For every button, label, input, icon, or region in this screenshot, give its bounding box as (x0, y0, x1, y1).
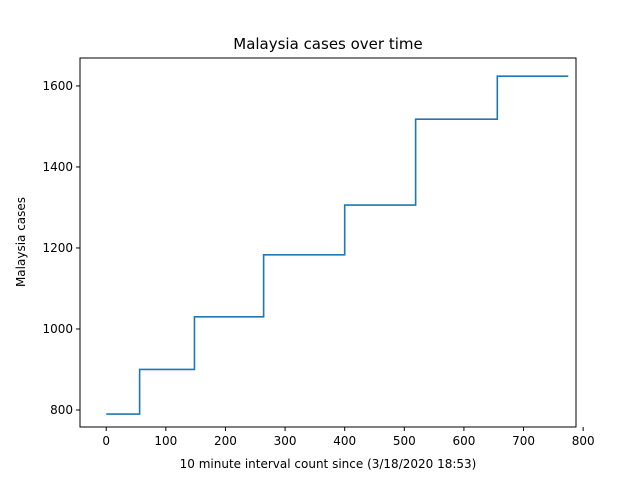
y-axis: 800 1000 1200 1400 1600 (42, 79, 80, 417)
x-tick-label: 400 (333, 434, 356, 448)
y-tick-label: 1400 (42, 160, 73, 174)
y-tick-label: 1600 (42, 79, 73, 93)
x-axis: 0 100 200 300 400 500 600 700 800 (102, 427, 595, 448)
x-tick-label: 700 (512, 434, 535, 448)
y-axis-label: Malaysia cases (14, 197, 28, 287)
x-tick-label: 500 (393, 434, 416, 448)
x-tick-label: 100 (154, 434, 177, 448)
plot-frame (79, 57, 577, 428)
series-line-malaysia-cases (106, 75, 569, 415)
x-tick-label: 800 (572, 434, 595, 448)
x-axis-label: 10 minute interval count since (3/18/202… (180, 457, 477, 471)
y-tick-label: 1200 (42, 241, 73, 255)
y-tick-label: 800 (50, 403, 73, 417)
x-tick-label: 200 (214, 434, 237, 448)
x-tick-label: 300 (274, 434, 297, 448)
x-tick-label: 0 (102, 434, 110, 448)
x-tick-label: 600 (452, 434, 475, 448)
chart-title: Malaysia cases over time (233, 35, 423, 53)
y-tick-label: 1000 (42, 322, 73, 336)
plot-area (79, 57, 577, 428)
